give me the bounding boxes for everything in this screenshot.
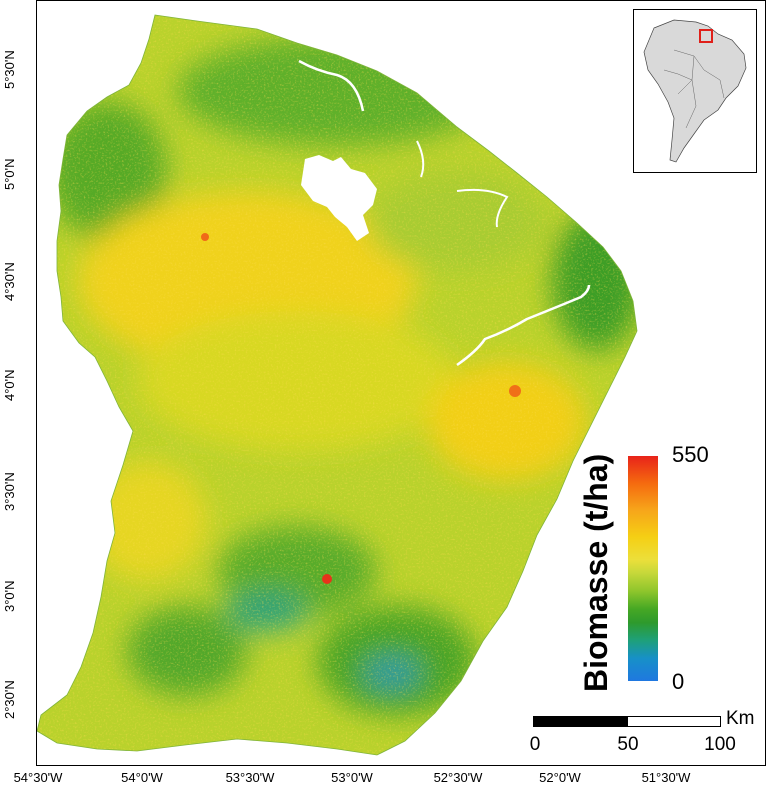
lat-tick-label: 3°0'N	[2, 580, 17, 612]
lat-tick-label: 3°30'N	[2, 472, 17, 512]
river-kourou	[416, 140, 425, 178]
french-guiana-outline	[37, 14, 638, 756]
lat-tick-label: 2°30'N	[2, 680, 17, 720]
lat-tick-label: 5°0'N	[2, 158, 17, 190]
lat-tick-label: 4°30'N	[2, 262, 17, 302]
scale-unit: Km	[726, 708, 755, 729]
legend-title: Biomasse (t/ha)	[578, 453, 614, 692]
scale-bar	[533, 716, 721, 727]
river-north	[298, 59, 365, 112]
biomass-raster	[37, 15, 637, 755]
lat-tick-label: 4°0'N	[2, 369, 17, 401]
location-inset	[633, 9, 757, 173]
lon-tick-label: 54°30'W	[13, 770, 63, 785]
biomass-raster-map	[37, 14, 638, 756]
map-frame	[36, 0, 766, 766]
scale-label-0: 0	[529, 734, 541, 755]
scale-label-50: 50	[617, 734, 639, 755]
reservoir-lake	[301, 155, 377, 241]
legend-color-ramp	[628, 456, 658, 681]
scale-label-100: 100	[704, 734, 736, 755]
lon-tick-label: 53°30'W	[225, 770, 275, 785]
study-area-marker	[699, 29, 713, 43]
lon-tick-label: 51°30'W	[641, 770, 691, 785]
lon-tick-label: 52°0'W	[539, 770, 581, 785]
lon-tick-label: 53°0'W	[331, 770, 373, 785]
river-east	[456, 188, 509, 228]
legend-max-label: 550	[672, 442, 709, 467]
lon-tick-label: 52°30'W	[433, 770, 483, 785]
south-america-locator-icon	[643, 19, 747, 163]
river-approuague	[456, 284, 591, 367]
lat-tick-label: 5°30'N	[2, 50, 17, 90]
legend-min-label: 0	[672, 669, 685, 694]
lon-tick-label: 54°0'W	[121, 770, 163, 785]
scale-bar-black-segment	[534, 717, 628, 726]
